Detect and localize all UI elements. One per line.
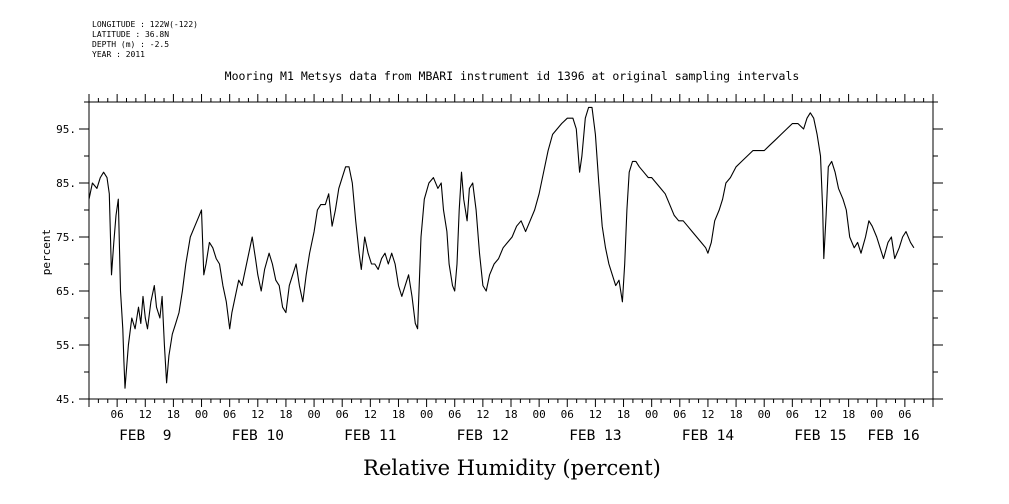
x-hour-label: 00 bbox=[420, 408, 433, 421]
x-hour-label: 18 bbox=[279, 408, 292, 421]
x-hour-label: 18 bbox=[167, 408, 180, 421]
y-tick-label: 55. bbox=[56, 339, 76, 352]
x-day-label: FEB 13 bbox=[569, 428, 621, 444]
plot-frame bbox=[88, 101, 934, 400]
x-hour-label: 18 bbox=[729, 408, 742, 421]
meta-longitude: LONGITUDE : 122W(-122) bbox=[92, 20, 198, 29]
x-hour-label: 18 bbox=[392, 408, 405, 421]
x-day-label: FEB 14 bbox=[682, 428, 735, 444]
x-day-label: FEB 16 bbox=[867, 428, 919, 444]
x-day-label: FEB 9 bbox=[119, 428, 171, 444]
x-hour-label: 00 bbox=[870, 408, 883, 421]
x-hour-label: 12 bbox=[139, 408, 152, 421]
x-hour-label: 06 bbox=[336, 408, 349, 421]
x-hour-label: 18 bbox=[504, 408, 517, 421]
x-hour-label: 06 bbox=[561, 408, 574, 421]
x-hour-label: 00 bbox=[307, 408, 320, 421]
x-hour-label: 18 bbox=[617, 408, 630, 421]
x-hour-label: 12 bbox=[364, 408, 377, 421]
meta-depth: DEPTH (m) : -2.5 bbox=[92, 40, 170, 49]
x-day-label: FEB 12 bbox=[457, 428, 509, 444]
x-day-label: FEB 10 bbox=[232, 428, 284, 444]
x-hour-label: 06 bbox=[673, 408, 686, 421]
tick-labels: 45. 55. 65. 75. 85. 95. 06 12 18 00 06 12 18 00 06 12 18… bbox=[56, 123, 920, 444]
x-hour-label: 00 bbox=[645, 408, 658, 421]
x-axis-label: Relative Humidity (percent) bbox=[363, 456, 661, 480]
station-metadata: LONGITUDE : 122W(-122) LATITUDE : 36.8N … bbox=[92, 20, 198, 60]
x-hour-label: 12 bbox=[251, 408, 264, 421]
x-hour-label: 06 bbox=[111, 408, 124, 421]
x-hour-label: 00 bbox=[758, 408, 771, 421]
x-hour-label: 06 bbox=[448, 408, 461, 421]
chart-title: Mooring M1 Metsys data from MBARI instru… bbox=[225, 69, 800, 83]
x-hour-label: 12 bbox=[589, 408, 602, 421]
y-tick-label: 45. bbox=[56, 393, 76, 406]
y-tick-label: 95. bbox=[56, 123, 76, 136]
axis-ticks bbox=[79, 94, 943, 407]
x-hour-label: 18 bbox=[842, 408, 855, 421]
x-hour-label: 12 bbox=[814, 408, 827, 421]
x-hour-label: 00 bbox=[195, 408, 208, 421]
y-axis-label: percent bbox=[40, 229, 53, 275]
x-hour-label: 12 bbox=[701, 408, 714, 421]
meta-latitude: LATITUDE : 36.8N bbox=[92, 30, 170, 39]
plot-border bbox=[88, 101, 934, 400]
x-hour-label: 06 bbox=[786, 408, 799, 421]
y-tick-label: 75. bbox=[56, 231, 76, 244]
x-hour-label: 06 bbox=[223, 408, 236, 421]
x-hour-label: 00 bbox=[533, 408, 546, 421]
y-tick-label: 85. bbox=[56, 177, 76, 190]
x-hour-label: 06 bbox=[898, 408, 911, 421]
x-day-label: FEB 15 bbox=[794, 428, 846, 444]
humidity-series-line bbox=[88, 106, 915, 389]
y-tick-label: 65. bbox=[56, 285, 76, 298]
x-day-label: FEB 11 bbox=[344, 428, 396, 444]
x-hour-label: 12 bbox=[476, 408, 489, 421]
meta-year: YEAR : 2011 bbox=[92, 50, 145, 59]
data-series bbox=[88, 106, 915, 389]
